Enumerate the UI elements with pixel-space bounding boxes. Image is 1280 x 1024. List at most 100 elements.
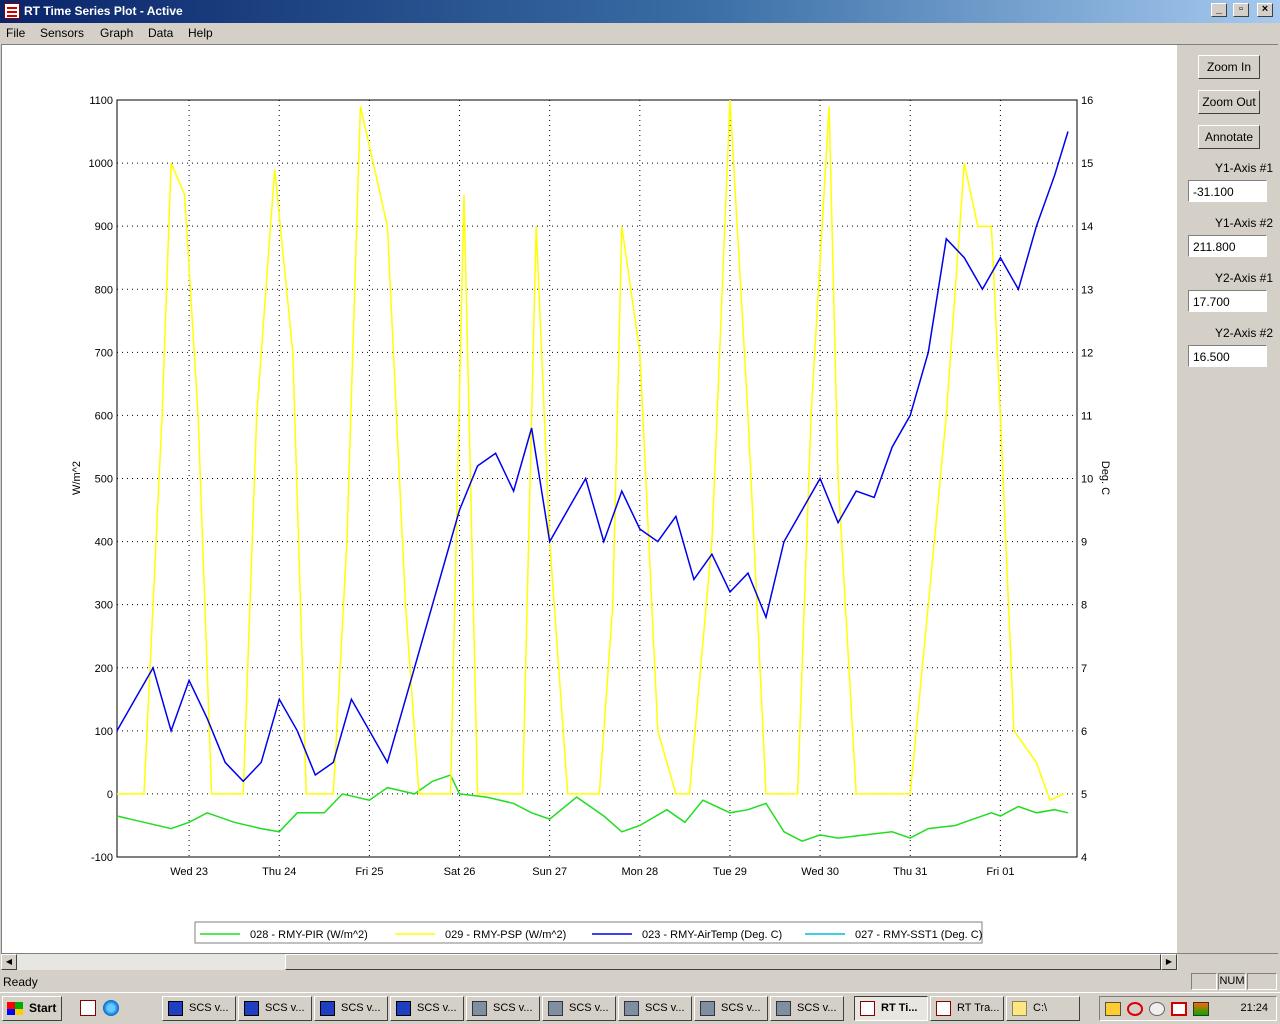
task-explorer-c[interactable]: C:\ (1006, 996, 1080, 1021)
x-tick-label: Fri 25 (355, 866, 383, 878)
task-rt-time-series[interactable]: RT Ti... (854, 996, 928, 1021)
y2-axis-label: Deg. C (1099, 461, 1111, 495)
zoom-out-button[interactable]: Zoom Out (1198, 90, 1260, 114)
x-tick-label: Sat 26 (444, 866, 476, 878)
task-label: SCS v... (265, 1002, 305, 1014)
menu-sensors[interactable]: Sensors (40, 26, 85, 40)
series-line-psp (117, 99, 1064, 802)
task-scs-5[interactable]: SCS v... (466, 996, 540, 1021)
task-rt-track[interactable]: RT Tra... (930, 996, 1004, 1021)
task-scs-8[interactable]: SCS v... (694, 996, 768, 1021)
y2-axis-ticks: 16 15 14 13 12 11 10 9 8 7 6 5 4 (1081, 95, 1093, 864)
network-icon (700, 1001, 715, 1016)
y2-tick-label: 12 (1081, 347, 1093, 359)
x-tick-label: Tue 29 (713, 866, 747, 878)
y2-axis-2-label: Y2-Axis #2 (1214, 326, 1273, 340)
annotate-button[interactable]: Annotate (1198, 125, 1260, 149)
task-scs-6[interactable]: SCS v... (542, 996, 616, 1021)
menu-data[interactable]: Data (148, 26, 174, 40)
menu-file[interactable]: File (6, 26, 26, 40)
series-lines (116, 99, 1069, 843)
x-tick-label: Sun 27 (532, 866, 567, 878)
y2-tick-label: 16 (1081, 95, 1093, 107)
scs-icon (168, 1001, 183, 1016)
task-scs-9[interactable]: SCS v... (770, 996, 844, 1021)
tray-no-entry-icon[interactable] (1127, 1002, 1143, 1016)
scroll-right-button[interactable]: ▶ (1161, 954, 1177, 970)
task-scs-1[interactable]: SCS v... (162, 996, 236, 1021)
task-label: SCS v... (797, 1002, 837, 1014)
legend-label-pir: 028 - RMY-PIR (W/m^2) (250, 929, 368, 941)
tray-monitor-icon[interactable] (1193, 1002, 1209, 1016)
close-button[interactable]: × (1257, 3, 1273, 17)
taskbar: Start SCS v... SCS v... SCS v... SCS v..… (0, 992, 1280, 1024)
y1-axis-2-field[interactable]: 211.800 (1188, 235, 1267, 257)
status-num: NUM (1218, 973, 1246, 990)
y1-tick-label: 300 (95, 600, 113, 612)
network-icon (624, 1001, 639, 1016)
y2-tick-label: 8 (1081, 600, 1087, 612)
system-tray: 21:24 (1099, 996, 1277, 1021)
task-label: SCS v... (721, 1002, 761, 1014)
x-tick-label: Wed 30 (801, 866, 839, 878)
horizontal-scrollbar[interactable]: ◀ ▶ (1, 954, 1178, 970)
plot-app-icon (860, 1001, 875, 1016)
quicklaunch-desktop-icon[interactable] (80, 1000, 96, 1016)
y1-tick-label: 600 (95, 410, 113, 422)
grid-lines (117, 100, 1077, 857)
tray-clock-icon[interactable] (1149, 1002, 1165, 1016)
y2-tick-label: 10 (1081, 474, 1093, 486)
task-scs-2[interactable]: SCS v... (238, 996, 312, 1021)
task-scs-3[interactable]: SCS v... (314, 996, 388, 1021)
scroll-thumb[interactable] (285, 954, 1161, 970)
task-label: SCS v... (417, 1002, 457, 1014)
y1-tick-label: 700 (95, 347, 113, 359)
scroll-left-button[interactable]: ◀ (1, 954, 17, 970)
scs-icon (244, 1001, 259, 1016)
zoom-in-button[interactable]: Zoom In (1198, 55, 1260, 79)
start-button[interactable]: Start (2, 996, 62, 1021)
y1-axis-1-label: Y1-Axis #1 (1214, 161, 1273, 175)
y1-axis-1-field[interactable]: -31.100 (1188, 180, 1267, 202)
x-tick-label: Thu 24 (262, 866, 296, 878)
task-label: SCS v... (645, 1002, 685, 1014)
y2-tick-label: 6 (1081, 726, 1087, 738)
y2-axis-2-field[interactable]: 16.500 (1188, 345, 1267, 367)
y2-axis-1-field[interactable]: 17.700 (1188, 290, 1267, 312)
menu-help[interactable]: Help (188, 26, 213, 40)
legend-label-sst1: 027 - RMY-SST1 (Deg. C) (855, 929, 982, 941)
x-axis-ticks: Wed 23 Thu 24 Fri 25 Sat 26 Sun 27 Mon 28 Tue … (170, 866, 1014, 878)
task-label: SCS v... (341, 1002, 381, 1014)
y1-axis-label: W/m^2 (71, 461, 83, 495)
y1-tick-label: 900 (95, 221, 113, 233)
app-icon[interactable] (4, 3, 20, 19)
taskbar-clock: 21:24 (1240, 1002, 1268, 1014)
scs-icon (320, 1001, 335, 1016)
y1-tick-label: 1000 (89, 158, 113, 170)
task-label: C:\ (1033, 1002, 1048, 1014)
menu-graph[interactable]: Graph (100, 26, 134, 40)
y1-tick-label: 100 (95, 726, 113, 738)
task-label: SCS v... (493, 1002, 533, 1014)
tray-antivirus-icon[interactable] (1171, 1002, 1187, 1016)
y1-tick-label: 0 (107, 789, 113, 801)
minimize-button[interactable]: _ (1211, 3, 1227, 17)
y2-tick-label: 7 (1081, 663, 1087, 675)
time-series-chart[interactable]: 110010009008007006005004003002001000-100… (2, 45, 1177, 953)
y2-tick-label: 15 (1081, 158, 1093, 170)
restore-button[interactable]: ▫ (1233, 3, 1249, 17)
y2-tick-label: 9 (1081, 537, 1087, 549)
y2-tick-label: 11 (1081, 410, 1092, 422)
legend-label-psp: 029 - RMY-PSP (W/m^2) (445, 929, 566, 941)
status-bar: Ready NUM (0, 971, 1280, 992)
tray-network-icon[interactable] (1105, 1002, 1121, 1016)
x-tick-label: Fri 01 (986, 866, 1014, 878)
task-label: RT Tra... (957, 1002, 1000, 1014)
title-bar: RT Time Series Plot - Active _ ▫ × (0, 0, 1280, 23)
task-scs-4[interactable]: SCS v... (390, 996, 464, 1021)
status-text: Ready (3, 975, 38, 989)
task-scs-7[interactable]: SCS v... (618, 996, 692, 1021)
internet-explorer-icon[interactable] (103, 1000, 119, 1016)
window-title: RT Time Series Plot - Active (24, 4, 183, 18)
